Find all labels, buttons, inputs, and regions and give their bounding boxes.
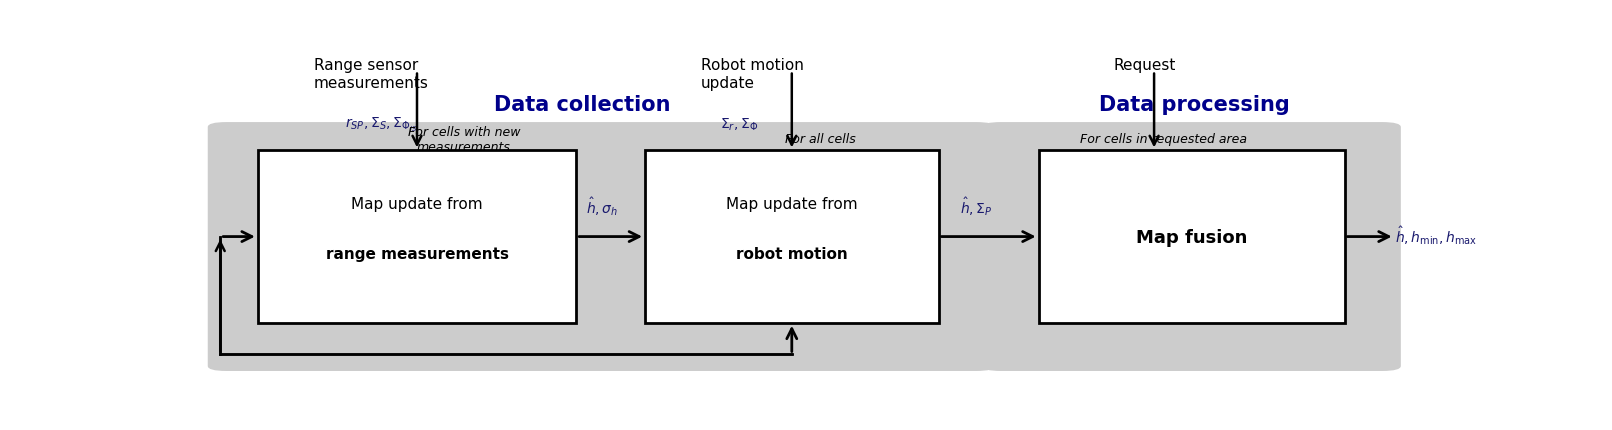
Text: robot motion: robot motion [737, 246, 848, 261]
Text: For cells in requested area: For cells in requested area [1080, 133, 1248, 146]
Text: Data processing: Data processing [1099, 95, 1290, 114]
FancyBboxPatch shape [208, 123, 995, 371]
Text: $\hat{h}, \Sigma_P$: $\hat{h}, \Sigma_P$ [959, 194, 993, 217]
Text: $r_{SP}, \Sigma_S, \Sigma_{\Phi_{IS}}$: $r_{SP}, \Sigma_S, \Sigma_{\Phi_{IS}}$ [345, 115, 418, 133]
Text: Range sensor
measurements: Range sensor measurements [314, 58, 429, 91]
Text: $\Sigma_r, \Sigma_\Phi$: $\Sigma_r, \Sigma_\Phi$ [721, 116, 758, 132]
Text: Map fusion: Map fusion [1136, 228, 1248, 246]
Text: range measurements: range measurements [326, 246, 508, 261]
Text: Robot motion
update: Robot motion update [701, 58, 804, 91]
Text: Request: Request [1114, 58, 1175, 73]
Text: For all cells: For all cells [785, 133, 856, 146]
Text: $\hat{h}, h_{\min}, h_{\max}$: $\hat{h}, h_{\min}, h_{\max}$ [1394, 224, 1477, 247]
Text: For cells with new
measurements: For cells with new measurements [408, 126, 521, 154]
Text: $\hat{h}, \sigma_h$: $\hat{h}, \sigma_h$ [587, 194, 619, 217]
Text: Map update from: Map update from [725, 197, 858, 212]
FancyBboxPatch shape [258, 151, 577, 323]
FancyBboxPatch shape [982, 123, 1401, 371]
Text: Map update from: Map update from [351, 197, 484, 212]
FancyBboxPatch shape [645, 151, 938, 323]
Text: Data collection: Data collection [495, 95, 671, 114]
FancyBboxPatch shape [1038, 151, 1344, 323]
